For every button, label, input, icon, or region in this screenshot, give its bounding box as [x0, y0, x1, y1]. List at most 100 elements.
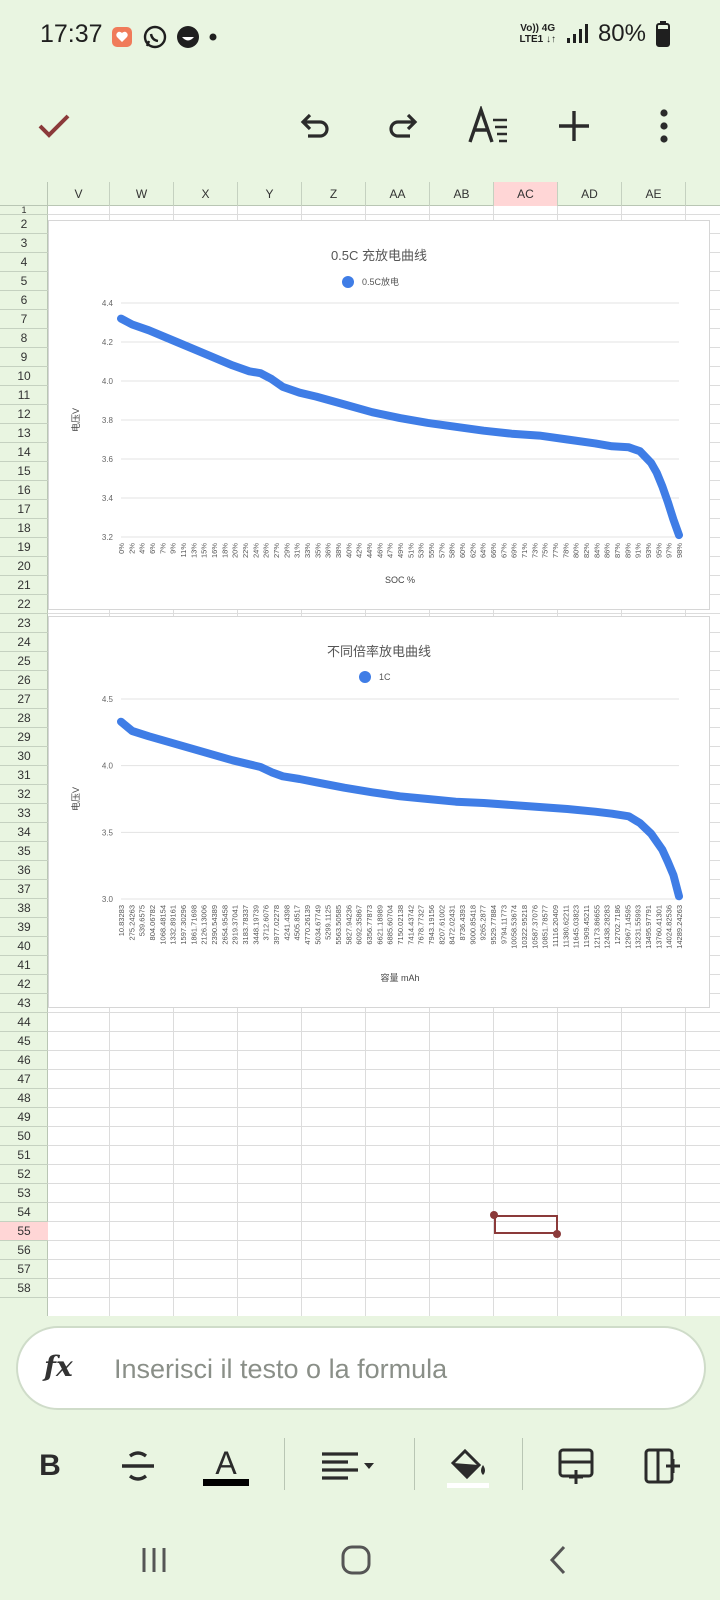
row-header[interactable]: 32 — [0, 785, 48, 804]
row-header[interactable]: 33 — [0, 804, 48, 823]
column-header[interactable]: X — [174, 182, 238, 206]
row-header[interactable]: 23 — [0, 614, 48, 633]
more-options-button[interactable] — [640, 102, 688, 150]
row-header[interactable]: 12 — [0, 405, 48, 424]
row-header[interactable]: 44 — [0, 1013, 48, 1032]
column-header[interactable]: V — [48, 182, 110, 206]
row-header[interactable]: 14 — [0, 443, 48, 462]
text-format-button[interactable] — [464, 102, 512, 150]
row-header[interactable]: 53 — [0, 1184, 48, 1203]
selection-handle-start[interactable] — [490, 1211, 498, 1219]
row-header[interactable]: 25 — [0, 652, 48, 671]
recent-apps-button[interactable] — [124, 1536, 184, 1584]
bold-button[interactable]: B — [22, 1438, 78, 1494]
row-header[interactable]: 31 — [0, 766, 48, 785]
insert-row-button[interactable] — [548, 1438, 604, 1494]
row-header[interactable]: 8 — [0, 329, 48, 348]
cell-area[interactable]: 0.5C 充放电曲线 0.5C放电 4.4 4.2 4.0 3.8 3.6 3.4 3.2 0… — [48, 206, 720, 1316]
column-header[interactable]: AB — [430, 182, 494, 206]
column-header[interactable]: Y — [238, 182, 302, 206]
confirm-button[interactable] — [30, 102, 78, 150]
row-header[interactable]: 38 — [0, 899, 48, 918]
whatsapp-icon — [143, 25, 167, 49]
column-header[interactable]: AD — [558, 182, 622, 206]
row-header[interactable]: 15 — [0, 462, 48, 481]
row-header[interactable]: 26 — [0, 671, 48, 690]
select-all-corner[interactable] — [0, 182, 48, 206]
row-header[interactable]: 39 — [0, 918, 48, 937]
row-header[interactable]: 29 — [0, 728, 48, 747]
row-header[interactable]: 16 — [0, 481, 48, 500]
row-header[interactable]: 17 — [0, 500, 48, 519]
row-header[interactable]: 6 — [0, 291, 48, 310]
row-header[interactable]: 19 — [0, 538, 48, 557]
row-header[interactable]: 27 — [0, 690, 48, 709]
row-header[interactable]: 58 — [0, 1279, 48, 1298]
spreadsheet-grid[interactable]: V W X Y Z AA AB AC AD AE 1 2 3 4 5 6 7 8 9 10 11 12 13 14 15 16 1… — [0, 182, 720, 1316]
insert-button[interactable] — [550, 102, 598, 150]
row-header[interactable]: 56 — [0, 1241, 48, 1260]
column-header[interactable]: AA — [366, 182, 430, 206]
row-header[interactable]: 55 — [0, 1222, 48, 1241]
row-header[interactable]: 2 — [0, 215, 48, 234]
row-header[interactable]: 22 — [0, 595, 48, 614]
row-header[interactable]: 7 — [0, 310, 48, 329]
x-tick-label: 4505.8517 — [293, 905, 302, 940]
row-header[interactable]: 40 — [0, 937, 48, 956]
row-header[interactable]: 20 — [0, 557, 48, 576]
font-color-button[interactable]: A — [198, 1438, 254, 1494]
row-header[interactable]: 24 — [0, 633, 48, 652]
chart-title: 0.5C 充放电曲线 — [330, 248, 428, 263]
row-header[interactable]: 30 — [0, 747, 48, 766]
row-header[interactable]: 28 — [0, 709, 48, 728]
row-header[interactable]: 51 — [0, 1146, 48, 1165]
row-header[interactable]: 10 — [0, 367, 48, 386]
fill-color-button[interactable] — [440, 1438, 496, 1494]
back-button[interactable] — [528, 1536, 588, 1584]
selection-handle-end[interactable] — [553, 1230, 561, 1238]
row-header[interactable]: 4 — [0, 253, 48, 272]
row-header[interactable]: 54 — [0, 1203, 48, 1222]
undo-button[interactable] — [290, 102, 338, 150]
formula-input[interactable]: fx Inserisci il testo o la formula — [16, 1326, 706, 1410]
x-tick-label: 24% — [251, 543, 260, 558]
row-header[interactable]: 34 — [0, 823, 48, 842]
row-header[interactable]: 21 — [0, 576, 48, 595]
home-button[interactable] — [326, 1536, 386, 1584]
row-header[interactable]: 3 — [0, 234, 48, 253]
row-header[interactable]: 43 — [0, 994, 48, 1013]
row-header[interactable]: 48 — [0, 1089, 48, 1108]
row-header[interactable]: 9 — [0, 348, 48, 367]
row-header[interactable]: 37 — [0, 880, 48, 899]
x-tick-label: 7% — [158, 543, 167, 554]
row-header[interactable]: 50 — [0, 1127, 48, 1146]
plus-icon — [559, 111, 589, 141]
column-header[interactable]: Z — [302, 182, 366, 206]
row-header[interactable]: 57 — [0, 1260, 48, 1279]
row-header[interactable]: 45 — [0, 1032, 48, 1051]
chart-rate-discharge[interactable]: 不同倍率放电曲线 1C 4.5 4.0 3.5 3.0 10.83283 275.2426… — [48, 616, 710, 1008]
column-header[interactable]: AE — [622, 182, 686, 206]
redo-button[interactable] — [380, 102, 428, 150]
strikethrough-button[interactable] — [110, 1438, 166, 1494]
chart-plot: 4.5 4.0 3.5 3.010.83283 275.24263 539.6575 804… — [70, 695, 684, 983]
insert-column-button[interactable] — [634, 1438, 690, 1494]
row-header[interactable]: 11 — [0, 386, 48, 405]
row-header[interactable]: 52 — [0, 1165, 48, 1184]
chart-soc-discharge[interactable]: 0.5C 充放电曲线 0.5C放电 4.4 4.2 4.0 3.8 3.6 3.4 3.2 0… — [48, 220, 710, 610]
row-header[interactable]: 41 — [0, 956, 48, 975]
row-header[interactable]: 18 — [0, 519, 48, 538]
row-header[interactable]: 36 — [0, 861, 48, 880]
row-header[interactable]: 46 — [0, 1051, 48, 1070]
row-header[interactable]: 1 — [0, 206, 48, 215]
row-header[interactable]: 35 — [0, 842, 48, 861]
row-header[interactable]: 42 — [0, 975, 48, 994]
column-header[interactable]: AC — [494, 182, 558, 206]
row-header[interactable]: 5 — [0, 272, 48, 291]
row-header[interactable]: 49 — [0, 1108, 48, 1127]
column-header[interactable]: W — [110, 182, 174, 206]
align-button[interactable] — [315, 1438, 385, 1494]
row-header[interactable]: 47 — [0, 1070, 48, 1089]
row-header[interactable]: 13 — [0, 424, 48, 443]
selected-cell[interactable] — [494, 1215, 558, 1234]
